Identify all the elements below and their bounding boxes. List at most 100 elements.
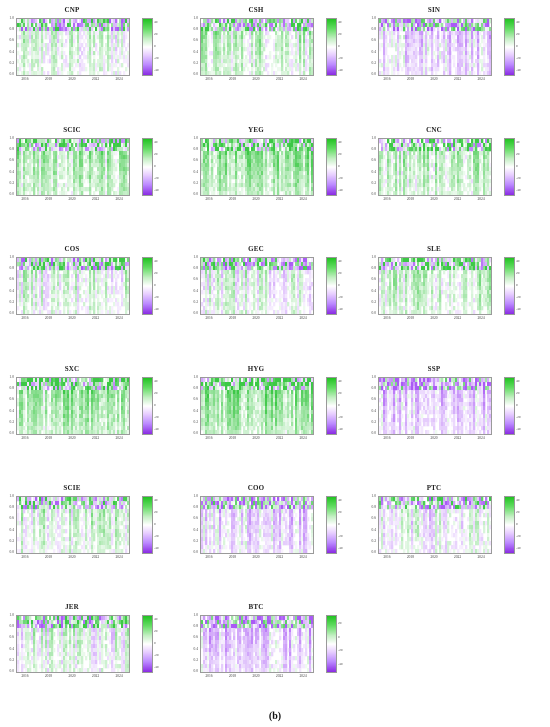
heatmap-cell: [203, 175, 206, 180]
heatmap-cell: [447, 51, 450, 56]
heatmap-cell: [473, 167, 476, 172]
heatmap-cell: [291, 187, 294, 192]
heatmap-cell: [285, 171, 288, 176]
heatmap-cell: [51, 282, 54, 287]
heatmap-cell: [83, 39, 86, 44]
heatmap-cell: [25, 278, 28, 283]
heatmap-cell: [19, 63, 22, 68]
heatmap-cell: [101, 163, 104, 168]
heatmap-cell: [73, 187, 76, 192]
heatmap-cell: [47, 183, 50, 188]
colorbar-tick-label: 40: [154, 20, 158, 25]
heatmap-cell: [207, 183, 210, 188]
colorbar-tick-label: -20: [516, 175, 521, 180]
heatmap-cell: [403, 155, 406, 160]
heatmap-cell: [269, 35, 272, 40]
heatmap-cell: [207, 35, 210, 40]
heatmap-cell: [87, 35, 90, 40]
heatmap-cell: [303, 159, 306, 164]
heatmap-cell: [21, 302, 24, 307]
heatmap-cell: [63, 43, 66, 48]
heatmap-cell: [35, 43, 38, 48]
colorbar-tick-label: -40: [516, 67, 521, 72]
heatmap-cell: [79, 183, 82, 188]
heatmap-cell: [395, 47, 398, 52]
heatmap-cell: [477, 163, 480, 168]
heatmap-cell: [229, 274, 232, 279]
heatmap-cell: [211, 27, 214, 32]
heatmap-cell: [259, 151, 262, 156]
heatmap-cell: [253, 155, 256, 160]
heatmap-cell: [475, 171, 478, 176]
heatmap-cell: [127, 258, 129, 263]
heatmap-cell: [461, 159, 464, 164]
heatmap-cell: [23, 175, 26, 180]
heatmap-cell: [41, 143, 44, 148]
heatmap-cell: [423, 147, 426, 152]
heatmap-cell: [435, 23, 438, 28]
heatmap-cell: [295, 175, 298, 180]
heatmap-cell: [305, 171, 308, 176]
heatmap-cell: [27, 286, 30, 291]
heatmap-cell: [115, 151, 118, 156]
heatmap-cell: [59, 51, 62, 56]
heatmap-cell: [249, 187, 252, 192]
heatmap-cell: [225, 67, 228, 72]
heatmap-cell: [87, 306, 90, 311]
heatmap-cell: [277, 179, 280, 184]
heatmap-cell: [283, 159, 286, 164]
heatmap-cell: [489, 143, 491, 148]
heatmap-cell: [89, 167, 92, 172]
heatmap-cell: [63, 139, 66, 144]
heatmap-cell: [263, 155, 266, 160]
heatmap-cell: [23, 266, 26, 271]
heatmap-cell: [39, 159, 42, 164]
heatmap-cell: [45, 183, 48, 188]
heatmap-cell: [245, 274, 248, 279]
heatmap-cell: [309, 171, 312, 176]
heatmap-cell: [415, 175, 418, 180]
heatmap-cell: [47, 266, 50, 271]
heatmap-cell: [17, 27, 20, 32]
heatmap-cell: [411, 27, 414, 32]
heatmap-cell: [467, 167, 470, 172]
heatmap-cell: [69, 35, 72, 40]
heatmap-cell: [453, 35, 456, 40]
heatmap-cell: [457, 31, 460, 36]
heatmap-cell: [449, 51, 452, 56]
heatmap-cell: [67, 71, 70, 75]
heatmap-cell: [283, 191, 286, 195]
heatmap-cell: [257, 39, 260, 44]
heatmap-cell: [451, 155, 454, 160]
heatmap-cell: [447, 187, 450, 192]
heatmap-cell: [41, 302, 44, 307]
heatmap-cell: [17, 274, 20, 279]
heatmap-cell: [435, 151, 438, 156]
heatmap-cell: [113, 27, 116, 32]
heatmap-cell: [97, 23, 100, 28]
heatmap-cell: [63, 51, 66, 56]
x-tick-label: 2022: [453, 77, 462, 81]
heatmap-cell: [117, 290, 120, 295]
heatmap-cell: [125, 294, 128, 299]
heatmap-cell: [231, 171, 234, 176]
heatmap-cell: [295, 143, 298, 148]
heatmap-cell: [81, 35, 84, 40]
heatmap-cell: [489, 43, 491, 48]
heatmap-cell: [41, 282, 44, 287]
heatmap-cell: [305, 179, 308, 184]
heatmap-cell: [221, 19, 224, 24]
heatmap-cell: [47, 155, 50, 160]
heatmap-cell: [227, 258, 230, 263]
heatmap-cell: [109, 179, 112, 184]
heatmap-cell: [423, 23, 426, 28]
heatmap-cell: [295, 23, 298, 28]
heatmap-cell: [413, 43, 416, 48]
heatmap-cell: [65, 63, 68, 68]
heatmap-cell: [255, 155, 258, 160]
heatmap-cell: [411, 47, 414, 52]
heatmap-cell: [219, 27, 222, 32]
heatmap-cell: [127, 302, 129, 307]
heatmap-cell: [249, 151, 252, 156]
heatmap-cell: [19, 179, 22, 184]
